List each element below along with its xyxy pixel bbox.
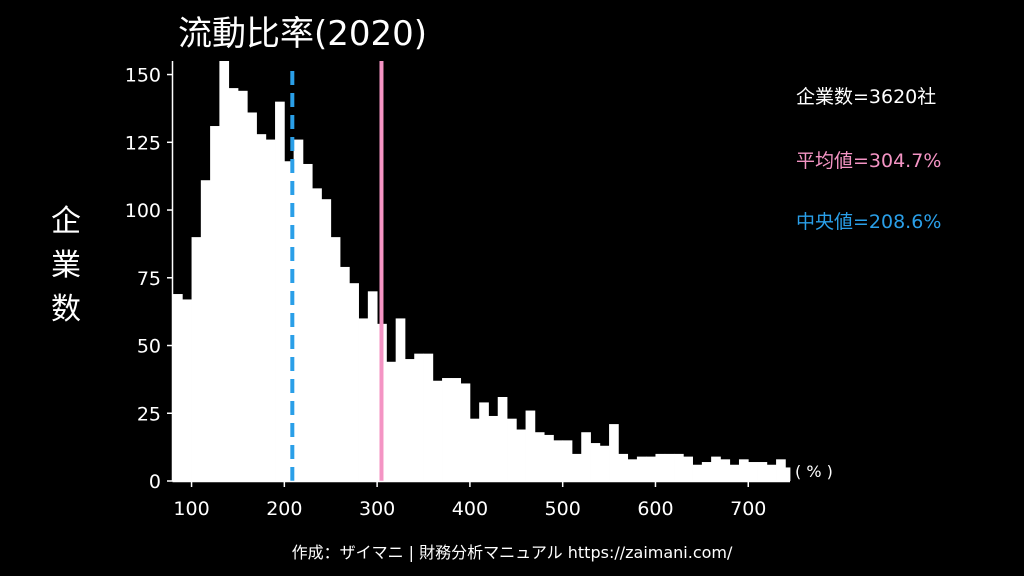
histogram-bar bbox=[200, 180, 211, 481]
histogram-bar bbox=[525, 410, 536, 481]
y-tick-label: 25 bbox=[137, 403, 161, 425]
histogram-bar bbox=[701, 462, 712, 481]
histogram-bar bbox=[618, 453, 629, 481]
histogram-bar bbox=[683, 456, 693, 481]
y-tick-label: 50 bbox=[137, 336, 161, 358]
y-axis-label-char: 企 bbox=[51, 204, 81, 239]
y-tick-label: 125 bbox=[125, 132, 161, 154]
x-axis-unit: ( % ) bbox=[795, 462, 833, 481]
histogram-bar bbox=[191, 237, 202, 481]
x-tick-label: 500 bbox=[545, 498, 581, 520]
histogram-bar bbox=[738, 459, 749, 481]
histogram-bar bbox=[358, 318, 369, 481]
histogram-bar bbox=[720, 459, 731, 481]
histogram-bar bbox=[581, 432, 591, 481]
histogram-bar bbox=[609, 424, 619, 481]
histogram-bar bbox=[293, 139, 304, 482]
x-tick-label: 200 bbox=[266, 498, 302, 520]
histogram-bar bbox=[404, 359, 415, 481]
histogram-bar bbox=[302, 163, 313, 481]
company-count-label: 企業数=3620社 bbox=[796, 86, 937, 108]
histogram-bar bbox=[237, 90, 248, 481]
histogram-bar bbox=[590, 443, 601, 481]
y-tick-label: 0 bbox=[149, 471, 161, 493]
x-tick-label: 600 bbox=[637, 498, 673, 520]
histogram-bars bbox=[173, 61, 791, 482]
histogram-bar bbox=[479, 402, 489, 481]
histogram-bar bbox=[442, 378, 452, 481]
histogram-bar bbox=[275, 101, 285, 481]
histogram-bar bbox=[627, 459, 638, 481]
x-tick-label: 700 bbox=[730, 498, 766, 520]
histogram-bar bbox=[534, 432, 545, 481]
histogram-bar bbox=[423, 353, 434, 481]
histogram-bar bbox=[488, 415, 499, 481]
histogram-bar bbox=[228, 88, 239, 481]
histogram-bar bbox=[210, 126, 220, 481]
y-tick-label: 150 bbox=[125, 65, 161, 87]
histogram-bar bbox=[636, 456, 647, 481]
histogram-bar bbox=[340, 266, 350, 481]
histogram-bar bbox=[367, 291, 378, 481]
histogram-bar bbox=[219, 61, 230, 481]
histogram-bar bbox=[599, 445, 610, 481]
histogram-bar bbox=[182, 299, 192, 481]
histogram-bar bbox=[664, 453, 675, 481]
histogram-bar bbox=[451, 378, 462, 481]
histogram-bar bbox=[776, 459, 786, 481]
histogram-bar bbox=[711, 456, 721, 481]
histogram-bar bbox=[330, 237, 341, 481]
histogram-bar bbox=[414, 353, 424, 481]
y-axis-label: 企 業 数 bbox=[44, 200, 88, 332]
histogram-bar bbox=[460, 383, 471, 481]
histogram-bar bbox=[321, 199, 332, 481]
histogram-bar bbox=[757, 462, 768, 481]
histogram-bar bbox=[562, 440, 573, 481]
histogram-bar bbox=[544, 434, 554, 481]
histogram-bar bbox=[349, 283, 359, 481]
histogram-bar bbox=[265, 139, 276, 482]
histogram-bar bbox=[284, 161, 295, 482]
median-label: 中央値=208.6% bbox=[796, 211, 942, 233]
histogram-bar bbox=[173, 294, 183, 481]
histogram-bar bbox=[516, 429, 526, 481]
histogram-bar bbox=[785, 467, 791, 481]
histogram-bar bbox=[386, 361, 397, 481]
y-axis-label-char: 数 bbox=[51, 292, 81, 327]
histogram-bar bbox=[766, 464, 777, 481]
histogram-bar bbox=[748, 462, 758, 481]
x-tick-label: 100 bbox=[173, 498, 209, 520]
histogram-bar bbox=[312, 188, 322, 481]
reference-lines bbox=[290, 61, 384, 481]
credit-line: 作成：ザイマニ | 財務分析マニュアル https://zaimani.com/ bbox=[291, 543, 733, 562]
x-tick-label: 300 bbox=[359, 498, 395, 520]
histogram-bar bbox=[395, 318, 406, 481]
histogram-bar bbox=[692, 464, 703, 481]
y-tick-label: 75 bbox=[137, 268, 161, 290]
histogram-bar bbox=[256, 134, 267, 481]
histogram-bar bbox=[729, 464, 740, 481]
chart-title: 流動比率(2020) bbox=[178, 14, 428, 54]
histogram-bar bbox=[469, 418, 480, 481]
histogram-bar bbox=[571, 453, 582, 481]
histogram-bar bbox=[655, 453, 666, 481]
histogram-bar bbox=[674, 453, 684, 481]
y-tick-label: 100 bbox=[125, 200, 161, 222]
histogram-bar bbox=[646, 456, 656, 481]
histogram-bar bbox=[553, 440, 564, 481]
y-axis-label-char: 業 bbox=[51, 248, 81, 283]
histogram-bar bbox=[507, 418, 517, 481]
histogram-bar bbox=[247, 112, 257, 481]
histogram-bar bbox=[432, 380, 443, 481]
axes: 0 25 50 75 100 125 150 100 200 300 400 500 600 700 bbox=[125, 61, 790, 520]
x-tick-label: 400 bbox=[452, 498, 488, 520]
mean-label: 平均値=304.7% bbox=[796, 150, 942, 172]
histogram-bar bbox=[497, 397, 508, 481]
